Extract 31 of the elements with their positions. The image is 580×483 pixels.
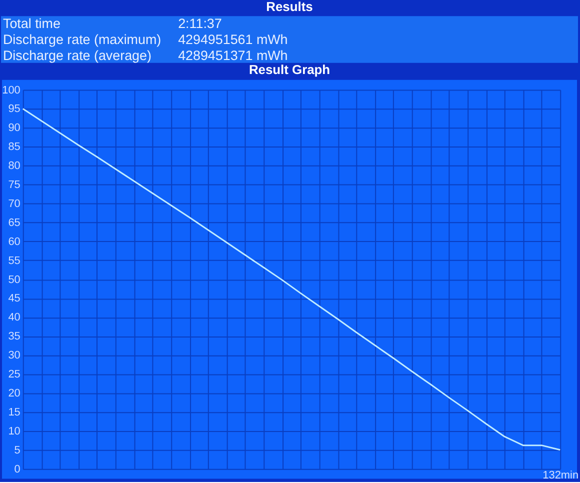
y-tick-label: 70	[8, 198, 20, 210]
y-tick-label: 15	[8, 406, 20, 418]
y-tick-label: 85	[8, 141, 20, 154]
y-tick-label: 100	[2, 84, 20, 96]
text: Discharge rate (maximum)	[2, 32, 162, 48]
y-tick-label: 30	[8, 350, 20, 362]
text: 4289451371 mWh	[178, 48, 288, 63]
y-tick-label: 55	[8, 254, 20, 267]
y-tick-label: 90	[8, 122, 20, 134]
y-tick-label: 5	[14, 444, 20, 456]
y-tick-label: 10	[8, 425, 20, 438]
text: 2:11:37	[178, 16, 222, 32]
line-series	[22, 108, 561, 451]
y-tick-label: 40	[8, 312, 20, 324]
y-tick-label: 45	[8, 292, 20, 305]
x-tick-label: 132min	[542, 469, 579, 482]
text: Results	[266, 0, 313, 14]
y-tick-label: 80	[8, 160, 20, 172]
y-tick-label: 25	[8, 368, 20, 381]
text: 4294951561 mWh	[178, 32, 288, 48]
y-tick-label: 75	[8, 179, 20, 192]
y-tick-label: 35	[8, 330, 20, 343]
y-tick-label: 65	[8, 216, 20, 229]
y-tick-label: 95	[8, 103, 20, 116]
text: Discharge rate (average)	[2, 48, 152, 63]
text: Total time	[2, 16, 60, 32]
y-tick-label: 60	[8, 236, 20, 248]
y-tick-label: 50	[8, 274, 20, 286]
y-tick-label: 20	[8, 387, 20, 400]
y-tick-label: 0	[14, 463, 20, 476]
chart-title: Result Graph	[248, 62, 330, 77]
